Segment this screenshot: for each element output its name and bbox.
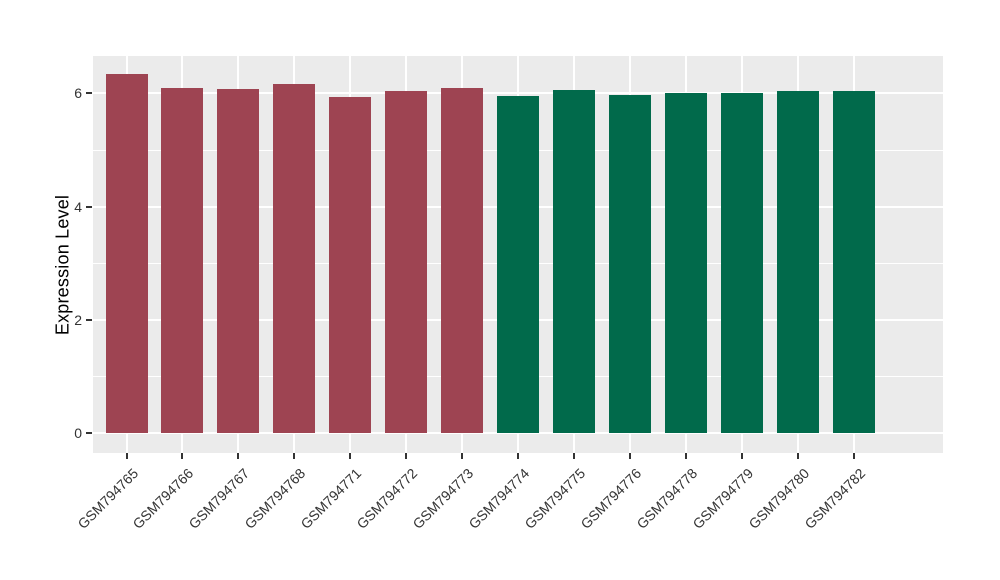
x-tick-mark xyxy=(237,453,240,459)
bar-GSM794768 xyxy=(273,83,316,433)
y-tick-mark xyxy=(86,205,92,208)
y-tick-mark xyxy=(86,432,92,434)
x-tick-mark xyxy=(349,453,352,459)
bar-GSM794774 xyxy=(497,95,539,433)
bar-GSM794779 xyxy=(720,92,763,433)
x-tick-mark xyxy=(740,453,743,459)
y-tick-mark xyxy=(86,92,92,95)
x-tick-mark xyxy=(796,453,799,459)
bar-GSM794772 xyxy=(385,90,428,433)
x-tick-mark xyxy=(852,453,855,459)
bar-GSM794773 xyxy=(441,87,484,433)
y-tick-mark xyxy=(86,318,92,321)
x-tick-mark xyxy=(405,453,408,459)
x-tick-mark xyxy=(684,453,687,459)
bar-GSM794778 xyxy=(664,92,707,433)
x-tick-mark xyxy=(181,453,184,459)
x-tick-mark xyxy=(572,453,575,459)
bar-GSM794776 xyxy=(608,95,651,433)
y-tick-label: 0 xyxy=(74,425,82,441)
bar-GSM794782 xyxy=(832,90,875,433)
chart-panel xyxy=(93,56,943,453)
y-tick-label: 4 xyxy=(74,198,82,215)
bar-GSM794780 xyxy=(776,91,819,433)
bar-GSM794771 xyxy=(329,96,372,433)
bar-GSM794766 xyxy=(161,87,204,433)
x-tick-mark xyxy=(461,453,464,459)
y-tick-label: 2 xyxy=(74,311,82,328)
y-tick-label: 6 xyxy=(74,85,82,102)
bar-GSM794767 xyxy=(217,89,260,433)
x-tick-mark xyxy=(293,453,296,459)
x-tick-mark xyxy=(125,453,128,459)
bar-GSM794775 xyxy=(552,90,595,433)
bar-GSM794765 xyxy=(105,73,148,433)
x-tick-mark xyxy=(517,453,519,459)
x-tick-mark xyxy=(628,453,631,459)
